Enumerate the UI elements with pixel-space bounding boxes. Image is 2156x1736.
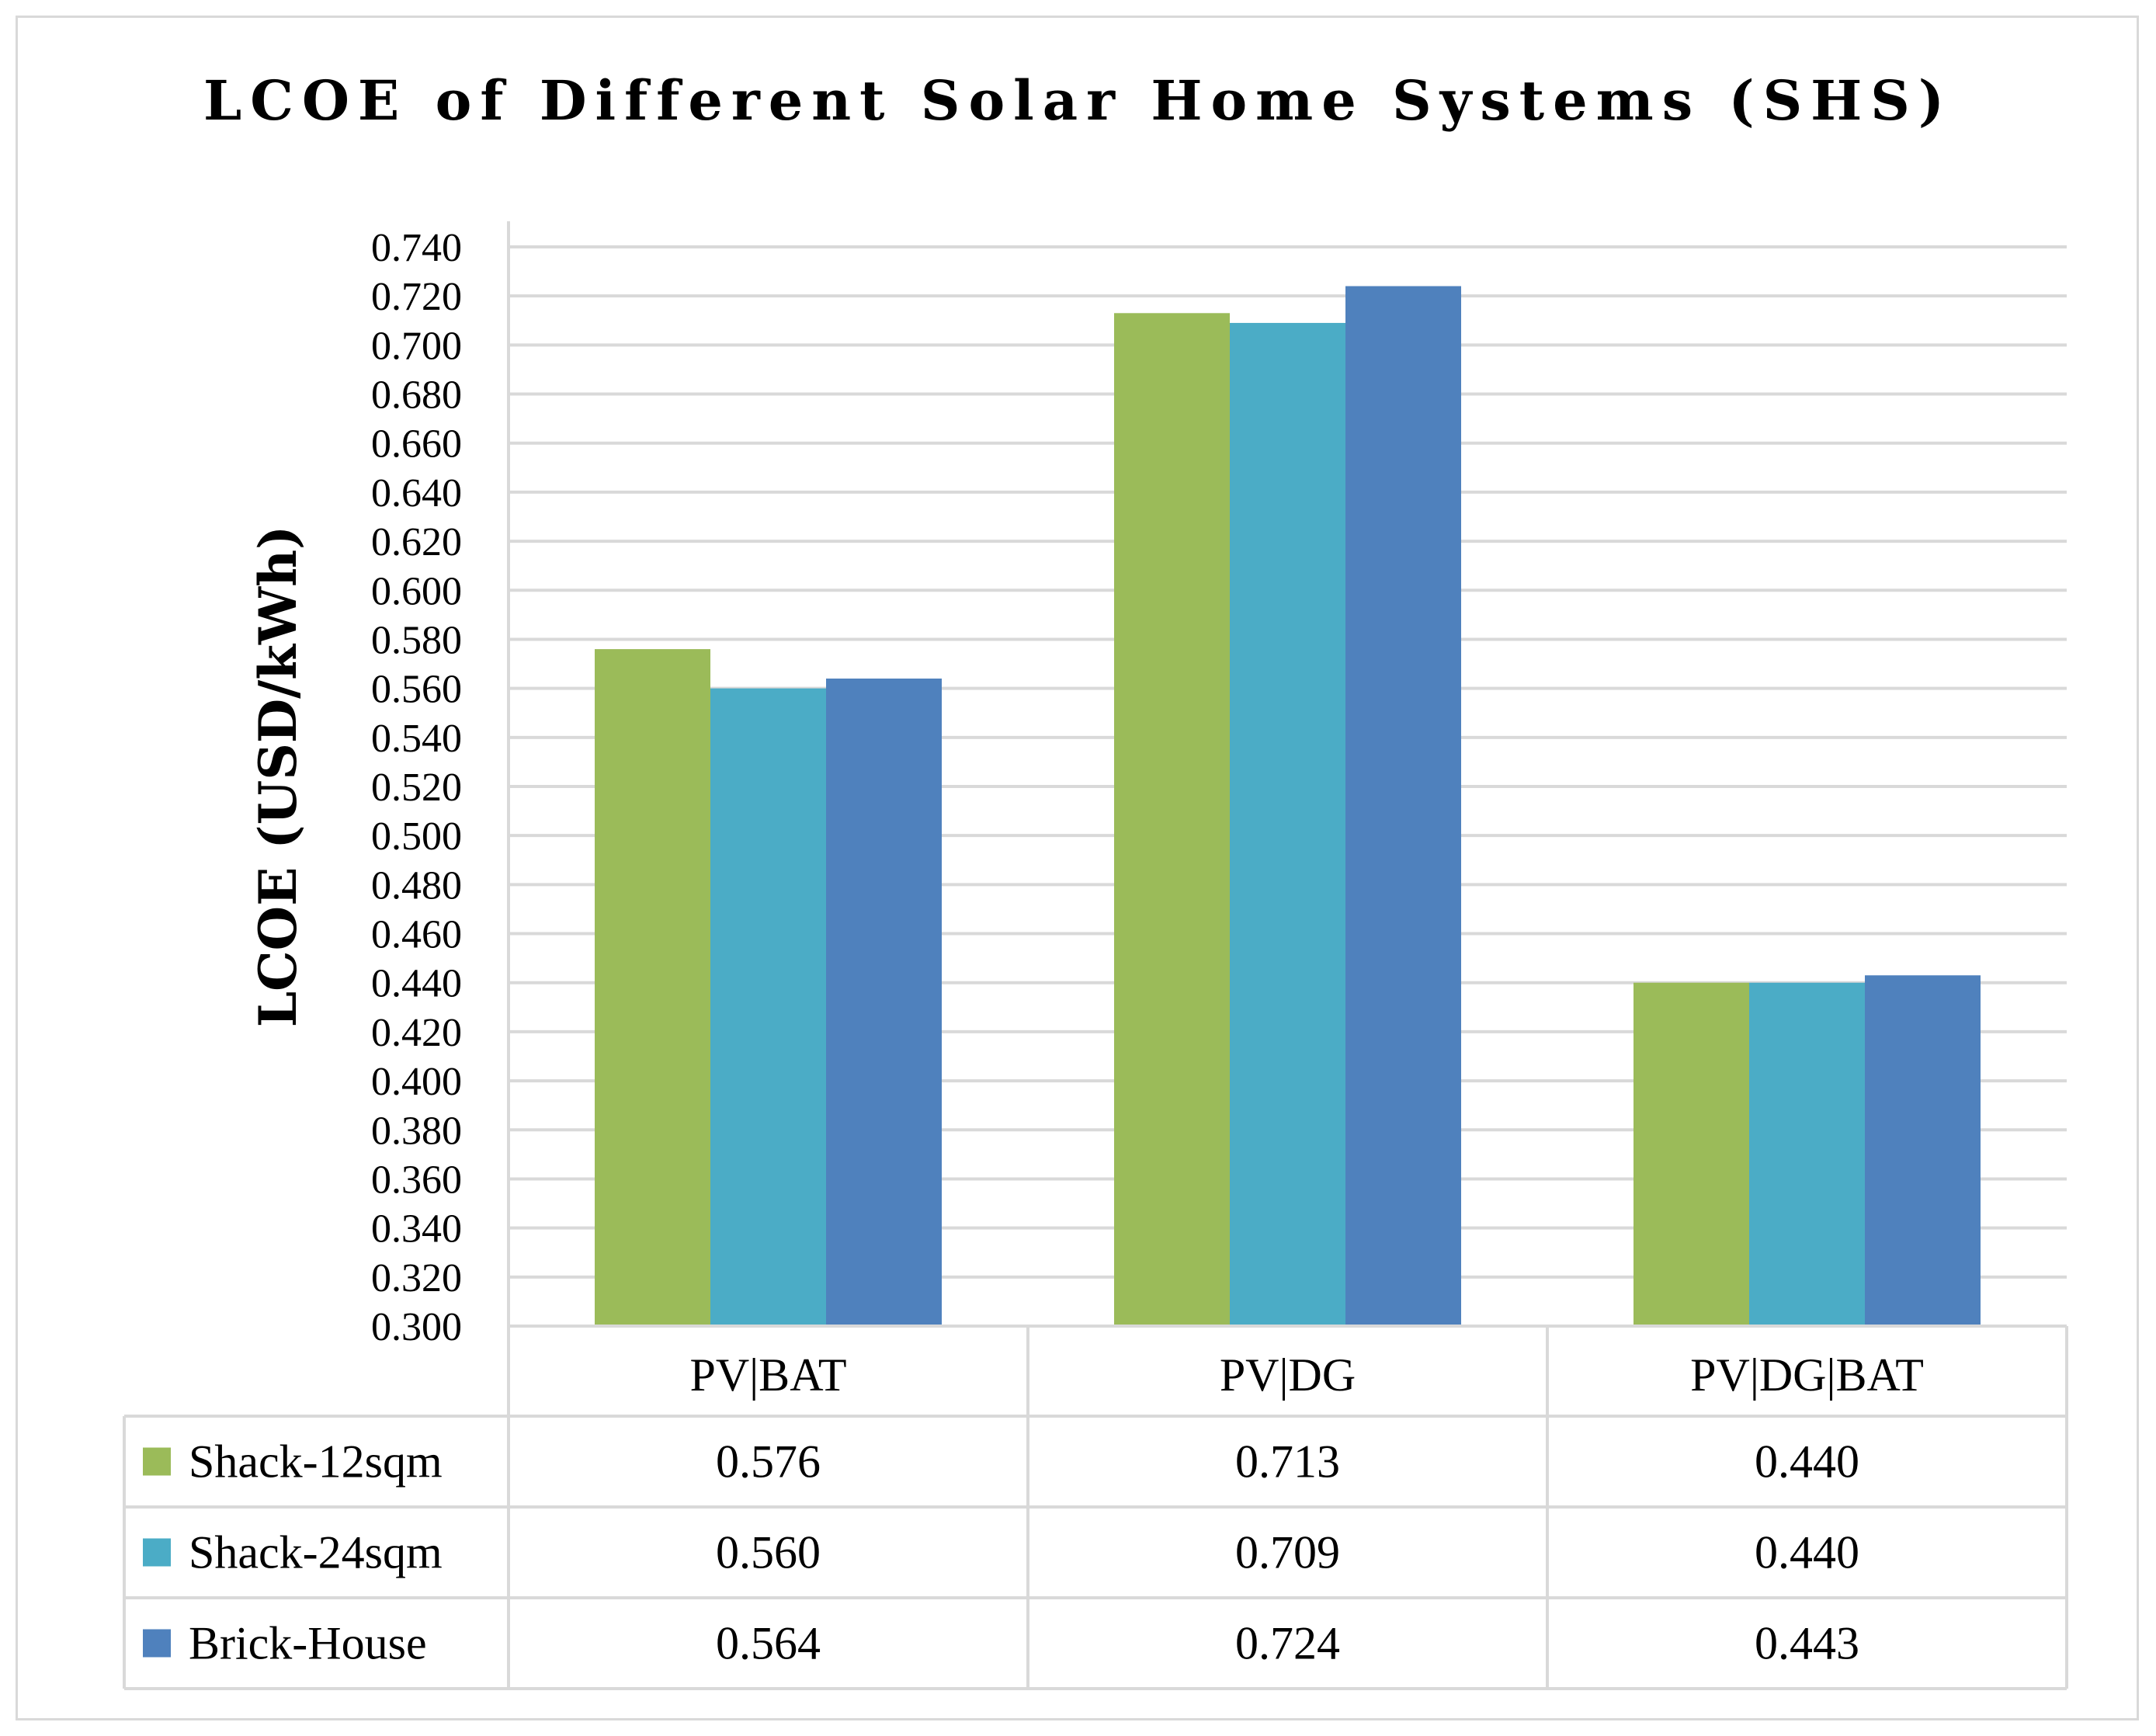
data-label: 0.440 [1755, 1436, 1859, 1488]
category-label: PV|BAT [689, 1349, 846, 1401]
data-label: 0.724 [1235, 1618, 1340, 1669]
y-tick-label: 0.400 [371, 1060, 462, 1104]
y-tick-label: 0.580 [371, 618, 462, 662]
legend-label: Brick-House [189, 1618, 427, 1669]
y-tick-label: 0.740 [371, 226, 462, 270]
y-tick-label: 0.440 [371, 962, 462, 1006]
y-tick-label: 0.720 [371, 275, 462, 319]
y-tick-label: 0.460 [371, 913, 462, 957]
data-label: 0.440 [1755, 1527, 1859, 1578]
y-tick-label: 0.600 [371, 569, 462, 613]
legend-swatch [143, 1629, 171, 1658]
data-label: 0.709 [1235, 1527, 1340, 1578]
y-tick-label: 0.520 [371, 766, 462, 810]
bar-shack-12sqm [1114, 313, 1230, 1327]
bar-shack-24sqm [1230, 322, 1345, 1326]
y-tick-label: 0.320 [371, 1256, 462, 1300]
y-tick-label: 0.340 [371, 1207, 462, 1252]
data-label: 0.713 [1235, 1436, 1340, 1488]
y-tick-label: 0.380 [371, 1109, 462, 1153]
y-tick-label: 0.660 [371, 422, 462, 467]
data-label: 0.560 [716, 1527, 821, 1578]
bar-shack-12sqm [595, 649, 710, 1326]
legend-swatch [143, 1447, 171, 1476]
category-label: PV|DG|BAT [1690, 1349, 1924, 1401]
data-table: PV|BAT PV|DG PV|DG|BAT Shack-12sqm 0.576 0.71… [123, 1325, 2068, 1690]
category-label: PV|DG [1220, 1349, 1356, 1401]
bar-shack-12sqm [1633, 982, 1749, 1326]
y-tick-label: 0.360 [371, 1158, 462, 1202]
chart-frame [16, 16, 2139, 1720]
y-tick-label: 0.680 [371, 373, 462, 418]
bars [595, 286, 1981, 1327]
y-tick-label: 0.540 [371, 717, 462, 761]
y-tick-label: 0.700 [371, 324, 462, 368]
data-label: 0.443 [1755, 1618, 1859, 1669]
y-tick-label: 0.500 [371, 814, 462, 859]
y-tick-label: 0.420 [371, 1011, 462, 1055]
bar-shack-24sqm [710, 688, 826, 1326]
legend-swatch [143, 1538, 171, 1567]
bar-brick-house [826, 679, 942, 1326]
bar-brick-house [1345, 286, 1461, 1327]
bar-shack-24sqm [1749, 982, 1865, 1326]
y-tick-label: 0.300 [371, 1305, 462, 1349]
legend-label: Shack-12sqm [189, 1436, 443, 1488]
chart-title: LCOE of Different Solar Home Systems (SH… [203, 68, 1953, 133]
data-label: 0.576 [716, 1436, 821, 1488]
y-tick-label: 0.620 [371, 520, 462, 564]
y-tick-label: 0.640 [371, 471, 462, 516]
bar-brick-house [1865, 975, 1981, 1326]
y-tick-label: 0.560 [371, 668, 462, 712]
data-label: 0.564 [716, 1618, 821, 1669]
legend-label: Shack-24sqm [189, 1527, 443, 1578]
y-tick-label: 0.480 [371, 863, 462, 908]
